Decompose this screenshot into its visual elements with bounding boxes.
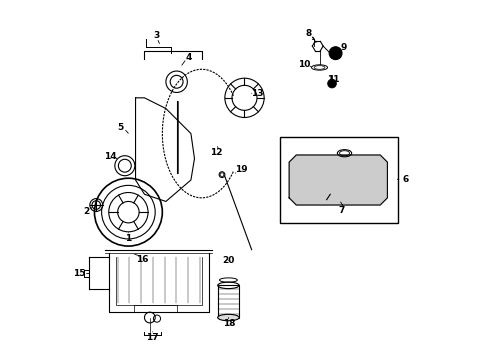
Text: 7: 7 (338, 206, 345, 215)
Text: 3: 3 (154, 31, 160, 40)
Text: 8: 8 (305, 29, 311, 38)
Text: 14: 14 (103, 152, 116, 161)
Text: 18: 18 (223, 319, 235, 328)
Text: 16: 16 (136, 255, 148, 264)
Bar (280, 137, 397, 223)
Text: 10: 10 (297, 60, 309, 69)
Bar (217, 285, 239, 318)
Text: 13: 13 (251, 89, 264, 98)
Polygon shape (288, 155, 386, 205)
Ellipse shape (217, 314, 239, 321)
Text: 15: 15 (73, 269, 85, 278)
Text: 17: 17 (146, 333, 159, 342)
Text: 9: 9 (340, 43, 346, 52)
Text: 2: 2 (83, 207, 89, 216)
Text: 20: 20 (222, 256, 235, 265)
Circle shape (328, 47, 341, 60)
Text: 11: 11 (326, 76, 339, 85)
Text: 6: 6 (402, 175, 408, 184)
Text: 12: 12 (209, 148, 222, 157)
Circle shape (327, 79, 336, 88)
Text: 5: 5 (117, 123, 123, 132)
Text: 1: 1 (125, 234, 131, 243)
Text: 4: 4 (185, 53, 192, 62)
Text: 19: 19 (235, 166, 247, 175)
Bar (134, 305, 176, 312)
